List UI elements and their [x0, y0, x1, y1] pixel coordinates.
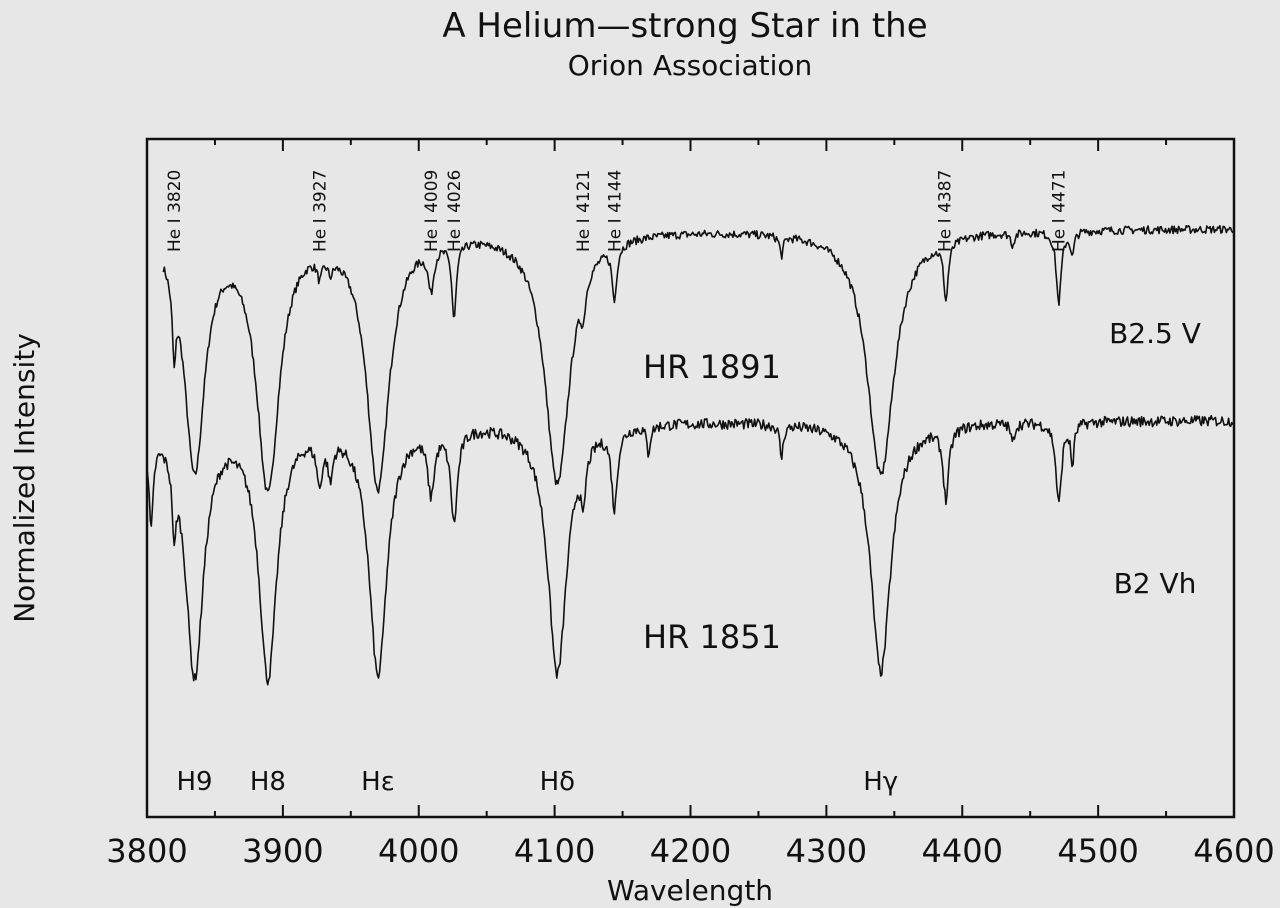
x-tick-label: 4000	[378, 832, 459, 870]
series-label: HR 1851	[643, 618, 781, 656]
x-tick-label: 3800	[106, 832, 187, 870]
x-tick-label: 4600	[1193, 832, 1274, 870]
he-line-label: He I 4026	[445, 170, 465, 252]
x-tick-label: 3900	[242, 832, 323, 870]
x-tick-label: 4300	[786, 832, 867, 870]
hydrogen-line-label: H8	[250, 767, 286, 797]
x-tick-label: 4400	[922, 832, 1003, 870]
spectral-type-label: B2.5 V	[1109, 317, 1201, 350]
he-line-label: He I 4387	[936, 170, 956, 252]
spectrum-line-0	[162, 224, 1234, 494]
x-tick-label: 4200	[650, 832, 731, 870]
he-line-label: He I 4471	[1050, 170, 1070, 252]
y-axis-label: Normalized Intensity	[8, 333, 41, 623]
hydrogen-line-label: Hε	[361, 767, 395, 797]
he-line-label: He I 3820	[165, 170, 185, 252]
hydrogen-line-label: Hγ	[863, 767, 898, 797]
chart-title: A Helium—strong Star in the	[442, 6, 927, 46]
spectral-type-label: B2 Vh	[1114, 567, 1197, 600]
hydrogen-line-label: Hδ	[540, 767, 575, 797]
chart-subtitle: Orion Association	[568, 49, 813, 82]
he-line-label: He I 4144	[605, 170, 625, 252]
he-line-label: He I 3927	[311, 170, 331, 252]
series-label: HR 1891	[643, 348, 781, 386]
x-tick-label: 4500	[1057, 832, 1138, 870]
he-line-label: He I 4009	[422, 170, 442, 252]
spectrum-line-1	[146, 414, 1234, 686]
plot-frame	[145, 137, 1236, 819]
x-axis-label: Wavelength	[607, 874, 773, 907]
he-line-label: He I 4121	[574, 170, 594, 252]
hydrogen-line-label: H9	[177, 767, 213, 797]
x-tick-label: 4100	[514, 832, 595, 870]
